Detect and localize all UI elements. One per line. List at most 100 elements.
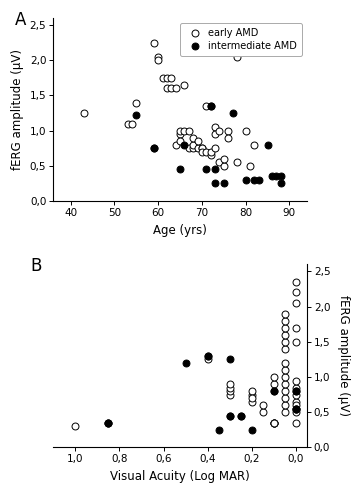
early AMD [186,127,192,135]
Point [260,408,266,416]
Point [249,426,255,434]
intermediate AMD [230,109,235,117]
early AMD [217,127,222,135]
early AMD [173,141,179,149]
early AMD [212,144,218,152]
Point [271,419,277,427]
early AMD [177,137,183,145]
intermediate AMD [269,172,275,180]
Point [249,387,255,395]
Point [293,391,299,399]
Point [293,376,299,384]
early AMD [221,155,227,163]
Point [227,387,232,395]
Point [105,419,111,427]
Point [282,359,288,367]
intermediate AMD [273,172,279,180]
early AMD [125,120,130,127]
Point [282,373,288,381]
early AMD [217,159,222,166]
intermediate AMD [265,141,270,149]
Point [73,422,78,430]
Point [293,338,299,346]
Point [282,366,288,374]
Point [282,401,288,409]
early AMD [225,134,231,142]
early AMD [155,53,161,61]
Point [227,355,232,363]
early AMD [225,127,231,135]
Point [271,387,277,395]
early AMD [134,99,139,107]
Point [282,310,288,318]
early AMD [164,74,170,82]
Point [249,398,255,406]
early AMD [195,144,200,152]
Y-axis label: fERG amplitude (μV): fERG amplitude (μV) [337,295,350,416]
Point [293,324,299,331]
early AMD [151,39,157,46]
early AMD [177,127,183,135]
Point [227,384,232,392]
early AMD [234,53,240,61]
Point [293,288,299,296]
early AMD [212,130,218,138]
Point [293,405,299,412]
early AMD [199,148,205,156]
early AMD [186,144,192,152]
X-axis label: Age (yrs): Age (yrs) [153,224,207,237]
Point [282,317,288,325]
intermediate AMD [221,179,227,187]
Point [249,391,255,399]
early AMD [129,120,135,127]
early AMD [243,127,248,135]
Point [271,419,277,427]
Point [282,408,288,416]
Point [249,394,255,402]
Point [238,412,244,420]
intermediate AMD [182,141,187,149]
early AMD [173,84,179,92]
Point [293,419,299,427]
early AMD [177,130,183,138]
intermediate AMD [208,102,214,110]
Point [293,405,299,412]
early AMD [195,137,200,145]
Point [205,352,210,360]
Point [183,359,188,367]
early AMD [247,162,253,170]
intermediate AMD [278,172,283,180]
early AMD [208,151,214,159]
Point [238,412,244,420]
early AMD [182,127,187,135]
early AMD [169,74,174,82]
early AMD [203,102,209,110]
Point [260,401,266,409]
early AMD [190,134,196,142]
Point [227,391,232,399]
early AMD [81,109,87,117]
Point [293,401,299,409]
Point [293,299,299,307]
Point [227,412,232,420]
Point [282,380,288,388]
Point [293,384,299,392]
Point [293,278,299,286]
Point [205,355,210,363]
Y-axis label: fERG amplitude (μV): fERG amplitude (μV) [11,49,24,170]
Point [293,387,299,395]
intermediate AMD [134,111,139,119]
intermediate AMD [256,176,262,184]
Point [282,324,288,331]
early AMD [169,84,174,92]
Text: B: B [30,257,42,275]
Point [205,352,210,360]
Point [105,419,111,427]
Point [282,387,288,395]
early AMD [199,144,205,152]
Point [271,419,277,427]
Point [271,387,277,395]
early AMD [208,148,214,156]
Point [282,338,288,346]
Point [216,426,222,434]
